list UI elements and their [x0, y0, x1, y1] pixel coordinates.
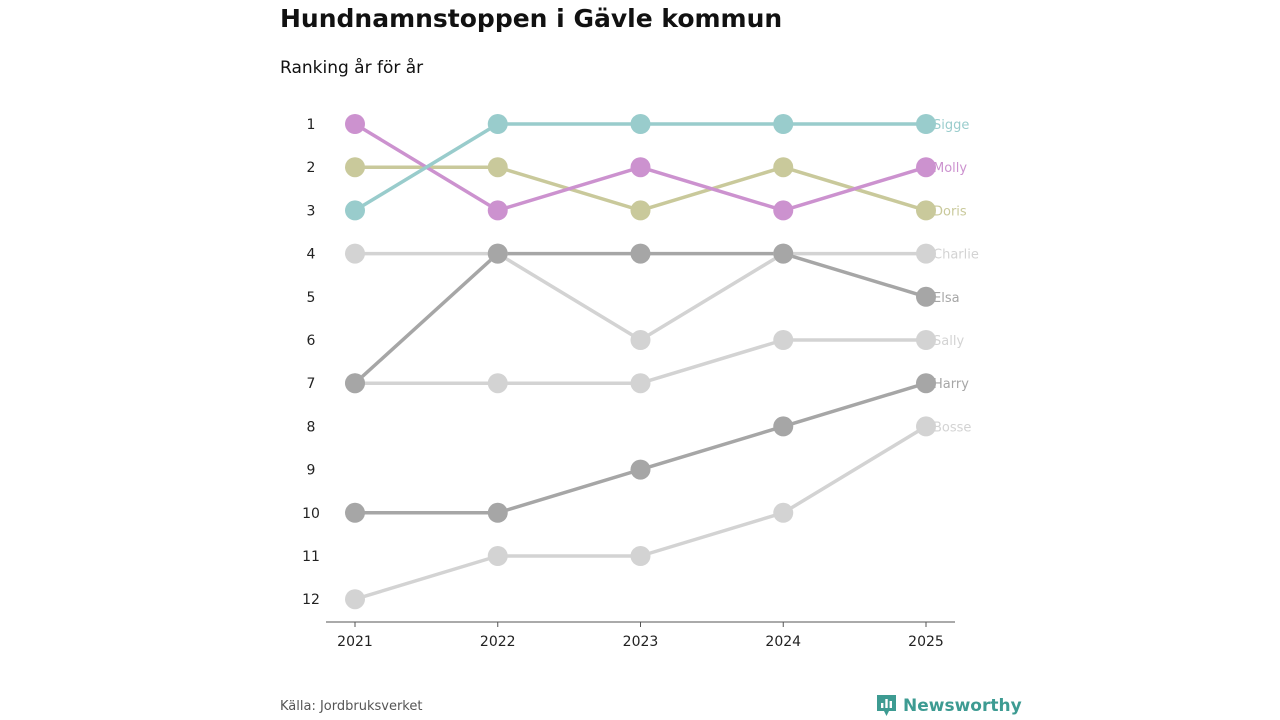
point-molly-2024: [773, 200, 794, 221]
point-charlie-2021: [345, 243, 365, 264]
series-label-molly: Molly: [933, 161, 967, 176]
point-molly-2022: [487, 200, 508, 221]
series-label-sigge: Sigge: [933, 118, 969, 133]
point-bosse-2025: [916, 416, 936, 437]
point-charlie-2025: [916, 243, 936, 264]
y-tick-label-6: 6: [307, 333, 316, 349]
point-sigge-2023: [630, 114, 651, 134]
point-molly-2025: [916, 157, 936, 178]
point-doris-2024: [773, 157, 794, 178]
point-elsa-2025: [916, 286, 936, 307]
point-charlie-2023: [630, 330, 651, 350]
point-doris-2022: [487, 157, 508, 178]
y-tick-label-3: 3: [307, 203, 316, 219]
point-harry-2023: [630, 459, 651, 480]
series-line-charlie: [355, 251, 926, 342]
point-sally-2025: [916, 330, 936, 350]
point-sally-2024: [773, 330, 794, 350]
point-molly-2021: [345, 114, 365, 134]
point-doris-2025: [916, 200, 936, 221]
series-label-bosse: Bosse: [933, 420, 971, 435]
point-harry-2024: [773, 416, 794, 437]
point-sigge-2021: [345, 200, 365, 221]
point-bosse-2021: [345, 589, 365, 610]
y-tick-label-5: 5: [307, 290, 316, 306]
point-sally-2023: [630, 373, 651, 394]
x-tick-label-2024: 2024: [765, 634, 801, 650]
point-elsa-2023: [630, 243, 651, 264]
point-bosse-2024: [773, 502, 794, 523]
x-axis-ticks: 2021 2022 2023 2024 2025: [337, 622, 944, 650]
point-bosse-2022: [487, 546, 508, 566]
y-tick-label-2: 2: [307, 160, 316, 176]
point-sally-2022: [487, 373, 508, 394]
x-tick-label-2023: 2023: [623, 634, 659, 650]
point-sigge-2025: [916, 114, 936, 134]
x-tick-label-2025: 2025: [908, 634, 944, 650]
series-label-elsa: Elsa: [933, 291, 960, 306]
y-tick-label-10: 10: [302, 506, 320, 522]
y-tick-label-9: 9: [307, 463, 316, 479]
series-line-harry: [355, 381, 927, 515]
chart-title: Hundnamnstoppen i Gävle kommun: [280, 4, 783, 33]
point-doris-2023: [630, 200, 651, 221]
y-tick-label-7: 7: [307, 376, 316, 392]
newsworthy-logo-icon: [877, 695, 896, 716]
y-tick-label-4: 4: [307, 247, 316, 263]
point-doris-2021: [345, 157, 365, 178]
series-label-charlie: Charlie: [933, 248, 979, 263]
y-tick-label-12: 12: [302, 592, 320, 608]
point-elsa-2021: [345, 373, 365, 394]
series-points: [345, 114, 936, 610]
series-end-labels: Charlie Sally Bosse Elsa Harry Doris Molly Sigg…: [933, 118, 979, 435]
point-sigge-2024: [773, 114, 794, 134]
point-sigge-2022: [487, 114, 508, 134]
brand-logo: Newsworthy: [876, 694, 1022, 718]
chart-subtitle: Ranking år för år: [280, 58, 424, 78]
brand-name: Newsworthy: [903, 696, 1022, 716]
y-tick-label-8: 8: [307, 419, 316, 435]
series-label-sally: Sally: [933, 334, 964, 349]
point-bosse-2023: [630, 546, 651, 566]
series-lines: [353, 122, 927, 601]
series-line-elsa: [353, 251, 927, 385]
point-harry-2022: [487, 502, 508, 523]
point-harry-2025: [916, 373, 936, 394]
y-tick-label-1: 1: [307, 117, 316, 133]
x-tick-label-2021: 2021: [337, 634, 373, 650]
source-note: Källa: Jordbruksverket: [280, 699, 423, 714]
series-label-doris: Doris: [933, 204, 967, 219]
point-elsa-2022: [487, 243, 508, 264]
point-harry-2021: [345, 502, 365, 523]
point-molly-2023: [630, 157, 651, 178]
series-label-harry: Harry: [933, 377, 969, 392]
y-tick-label-11: 11: [302, 549, 320, 565]
x-tick-label-2022: 2022: [480, 634, 516, 650]
point-elsa-2024: [773, 243, 794, 264]
